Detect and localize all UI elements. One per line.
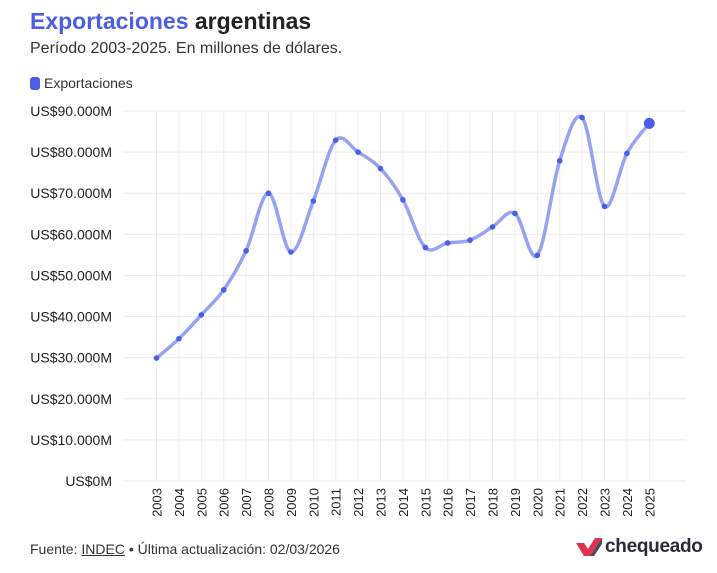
x-tick-label: 2013 [374, 488, 389, 517]
legend-label: Exportaciones [44, 75, 133, 91]
source-prefix: Fuente: [30, 541, 78, 557]
chequeado-check-icon [576, 538, 602, 556]
x-tick-label: 2012 [351, 488, 366, 517]
x-tick-label: 2024 [620, 488, 635, 517]
x-tick-label: 2018 [486, 488, 501, 517]
x-tick-label: 2021 [553, 488, 568, 517]
data-point [534, 252, 541, 259]
logo-text: chequeado [605, 536, 703, 557]
data-point [624, 150, 630, 157]
data-point [310, 198, 317, 204]
source-link[interactable]: INDEC [81, 541, 125, 557]
data-point [512, 210, 518, 217]
data-point [422, 244, 429, 251]
legend: Exportaciones [30, 73, 133, 93]
data-point [176, 335, 182, 342]
gridlines [123, 110, 686, 482]
y-tick-label: US$60.000M [30, 226, 112, 242]
data-point [444, 240, 451, 246]
separator: • [128, 541, 134, 557]
y-tick-label: US$70.000M [30, 185, 112, 201]
footer: Fuente: INDEC • Última actualización: 02… [30, 540, 340, 558]
data-point [489, 224, 496, 230]
x-tick-label: 2023 [598, 488, 613, 517]
x-tick-label: 2014 [396, 488, 411, 517]
data-point [220, 287, 227, 293]
x-tick-label: 2022 [575, 488, 590, 517]
x-tick-label: 2007 [239, 488, 254, 517]
update-date: Última actualización: 02/03/2026 [137, 541, 340, 557]
x-tick-label: 2015 [418, 488, 433, 517]
data-point [579, 114, 585, 121]
x-tick-label: 2008 [262, 488, 277, 517]
x-tick-label: 2025 [642, 488, 657, 517]
chart-subtitle: Período 2003-2025. En millones de dólare… [30, 40, 343, 57]
data-point-highlight [643, 117, 655, 129]
x-tick-label: 2006 [217, 488, 232, 517]
data-point [556, 157, 563, 164]
legend-swatch [30, 76, 40, 90]
x-tick-label: 2010 [306, 488, 321, 517]
data-point [601, 203, 608, 210]
data-point [377, 165, 384, 172]
y-tick-label: US$80.000M [30, 144, 112, 160]
chart-title-accent: Exportaciones [30, 8, 189, 34]
data-point [243, 247, 249, 254]
series-line-exportaciones [154, 114, 652, 360]
data-point [265, 190, 272, 197]
y-tick-label: US$10.000M [30, 432, 112, 448]
x-tick-label: 2005 [194, 488, 209, 517]
x-tick-label: 2019 [508, 488, 523, 517]
data-point [288, 249, 294, 255]
data-point [355, 149, 361, 155]
x-tick-label: 2003 [150, 488, 165, 517]
x-tick-label: 2009 [284, 488, 299, 517]
x-tick-label: 2017 [463, 488, 478, 517]
data-point [153, 355, 160, 361]
y-axis-labels: US$0M US$10.000M US$20.000M US$30.000M US$40… [30, 103, 112, 489]
data-point [332, 137, 339, 143]
x-tick-label: 2016 [441, 488, 456, 517]
y-tick-label: US$20.000M [30, 391, 112, 407]
chart-title-rest: argentinas [194, 8, 312, 34]
data-points [153, 114, 655, 361]
data-point [400, 197, 406, 203]
x-axis-labels: 2003 2004 2005 2006 2007 2008 2009 2010 2011 2012… [150, 488, 658, 517]
y-tick-label: US$90.000M [30, 103, 112, 119]
x-tick-label: 2011 [329, 488, 344, 516]
x-tick-label: 2020 [530, 488, 545, 517]
x-tick-label: 2004 [172, 488, 187, 517]
data-point [198, 312, 205, 318]
y-tick-label: US$30.000M [30, 350, 112, 366]
y-tick-label: US$50.000M [30, 267, 112, 283]
data-point [467, 237, 473, 243]
y-tick-label: US$40.000M [30, 309, 112, 325]
y-tick-label: US$0M [65, 473, 112, 489]
line-chart: US$0M US$10.000M US$20.000M US$30.000M US$40… [30, 103, 686, 517]
chequeado-logo: chequeado [576, 533, 703, 561]
chart-title: Exportaciones argentinas [30, 6, 311, 36]
